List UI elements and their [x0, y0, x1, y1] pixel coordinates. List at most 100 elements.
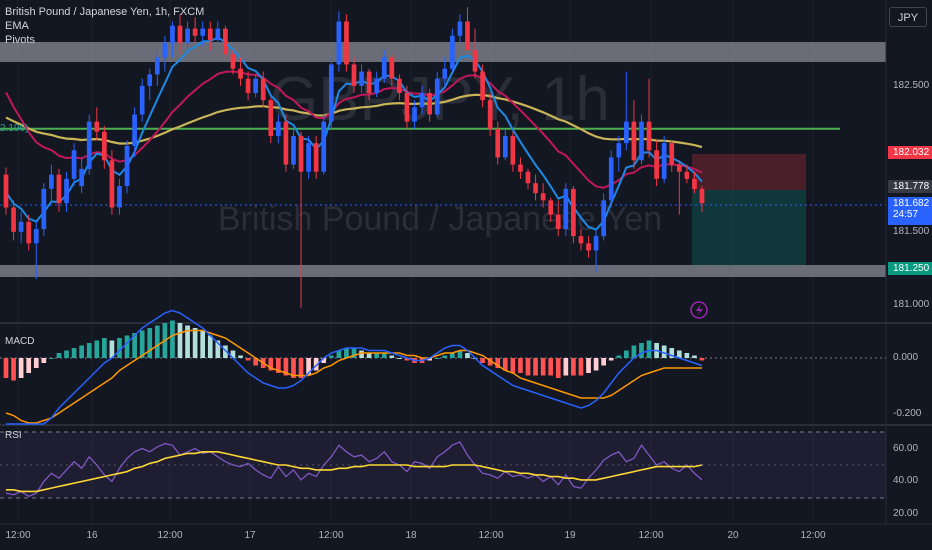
macd-histogram-bar	[33, 358, 39, 368]
candle-body	[344, 21, 349, 65]
stop-price-tag: 182.032	[888, 146, 932, 159]
candle-body	[147, 74, 153, 86]
candle-body	[79, 168, 84, 187]
candle-body	[563, 188, 569, 229]
macd-histogram-bar	[366, 353, 372, 358]
candle-body	[646, 121, 652, 151]
candle-body	[117, 186, 122, 208]
candle-body	[26, 221, 32, 244]
candle-body	[351, 64, 357, 86]
macd-histogram-bar	[49, 358, 54, 359]
macd-histogram-bar	[139, 330, 145, 358]
macd-histogram-bar	[480, 358, 485, 363]
take-profit-zone[interactable]	[692, 190, 806, 265]
candle-body	[177, 25, 183, 43]
candle-body	[427, 93, 432, 115]
indicator-ema-label[interactable]: EMA	[5, 20, 29, 32]
rsi-tick-40: 40.00	[893, 475, 919, 486]
countdown-timer: 24:57	[893, 209, 919, 220]
candle-body	[578, 236, 584, 244]
watermark-name: British Pound / Japanese Yen	[218, 200, 662, 238]
macd-histogram-bar	[397, 358, 402, 359]
candle-body	[245, 78, 251, 94]
candle-body	[200, 28, 206, 36]
macd-histogram-bar	[283, 358, 289, 376]
pivot-band-lower	[0, 265, 886, 277]
pivot-band-upper	[0, 42, 886, 62]
candle-body	[487, 100, 493, 129]
time-label: 20	[727, 530, 739, 541]
candle-body	[616, 143, 622, 158]
macd-histogram-bar	[268, 358, 274, 371]
macd-histogram-bar	[79, 345, 84, 358]
candle-body	[238, 68, 243, 79]
macd-histogram-bar	[434, 358, 440, 359]
candle-body	[328, 64, 334, 122]
candle-body	[502, 135, 508, 158]
candle-body	[306, 143, 311, 172]
time-label: 12:00	[800, 530, 826, 541]
macd-histogram-bar	[328, 355, 334, 358]
macd-histogram-bar	[639, 343, 644, 358]
macd-histogram-bar	[661, 345, 667, 358]
candle-body	[472, 50, 478, 72]
stop-loss-zone[interactable]	[692, 154, 806, 190]
macd-histogram-bar	[200, 330, 206, 358]
lightning-icon[interactable]	[690, 301, 708, 319]
candle-body	[639, 121, 644, 161]
indicator-pivots-label[interactable]: Pivots	[5, 34, 35, 46]
macd-histogram-bar	[177, 323, 183, 358]
candle-body	[192, 28, 198, 36]
macd-histogram-bar	[71, 348, 77, 358]
macd-signal-line	[5, 329, 702, 424]
macd-histogram-bar	[555, 358, 561, 378]
macd-histogram-bar	[563, 358, 569, 376]
candle-body	[139, 85, 145, 115]
candle-body	[465, 21, 470, 51]
macd-histogram-bar	[510, 358, 516, 373]
candle-body	[684, 171, 690, 179]
macd-histogram-bar	[154, 325, 160, 358]
candle-body	[86, 121, 92, 169]
macd-histogram-bar	[238, 355, 243, 358]
candle-body	[586, 243, 591, 251]
macd-histogram-bar	[56, 353, 62, 358]
candle-body	[374, 78, 380, 94]
candle-body	[457, 21, 463, 36]
candle-body	[699, 188, 705, 204]
candle-body	[71, 150, 77, 179]
candle-body	[170, 25, 175, 43]
candle-body	[33, 228, 39, 244]
candle-body	[404, 93, 410, 122]
macd-histogram-bar	[502, 358, 508, 371]
candle-body	[154, 57, 160, 75]
ema-100-line	[5, 93, 703, 149]
macd-histogram-bar	[518, 358, 523, 373]
macd-tick-neg: -0.200	[893, 408, 922, 419]
time-label: 12:00	[478, 530, 504, 541]
candle-body	[510, 135, 516, 165]
rsi-title[interactable]: RSI	[5, 430, 22, 441]
candle-body	[419, 93, 425, 108]
candle-body	[571, 188, 576, 237]
macd-histogram-bar	[109, 340, 115, 358]
candle-body	[283, 121, 289, 165]
macd-histogram-bar	[699, 358, 705, 361]
symbol-title[interactable]: British Pound / Japanese Yen, 1h, FXCM	[5, 6, 205, 18]
macd-histogram-bar	[533, 358, 538, 376]
rsi-ma-line	[6, 450, 703, 493]
candle-body	[495, 128, 501, 158]
candle-body	[389, 57, 395, 79]
candle-body	[3, 174, 9, 208]
currency-button[interactable]: JPY	[889, 7, 927, 27]
time-label: 16	[86, 530, 98, 541]
macd-title[interactable]: MACD	[5, 336, 35, 347]
time-label: 19	[564, 530, 576, 541]
macd-histogram-bar	[276, 358, 281, 373]
candle-body	[676, 164, 682, 172]
candle-body	[162, 42, 168, 58]
candle-body	[56, 174, 62, 204]
watermark-ticker: GBPJPY, 1h	[270, 65, 610, 134]
